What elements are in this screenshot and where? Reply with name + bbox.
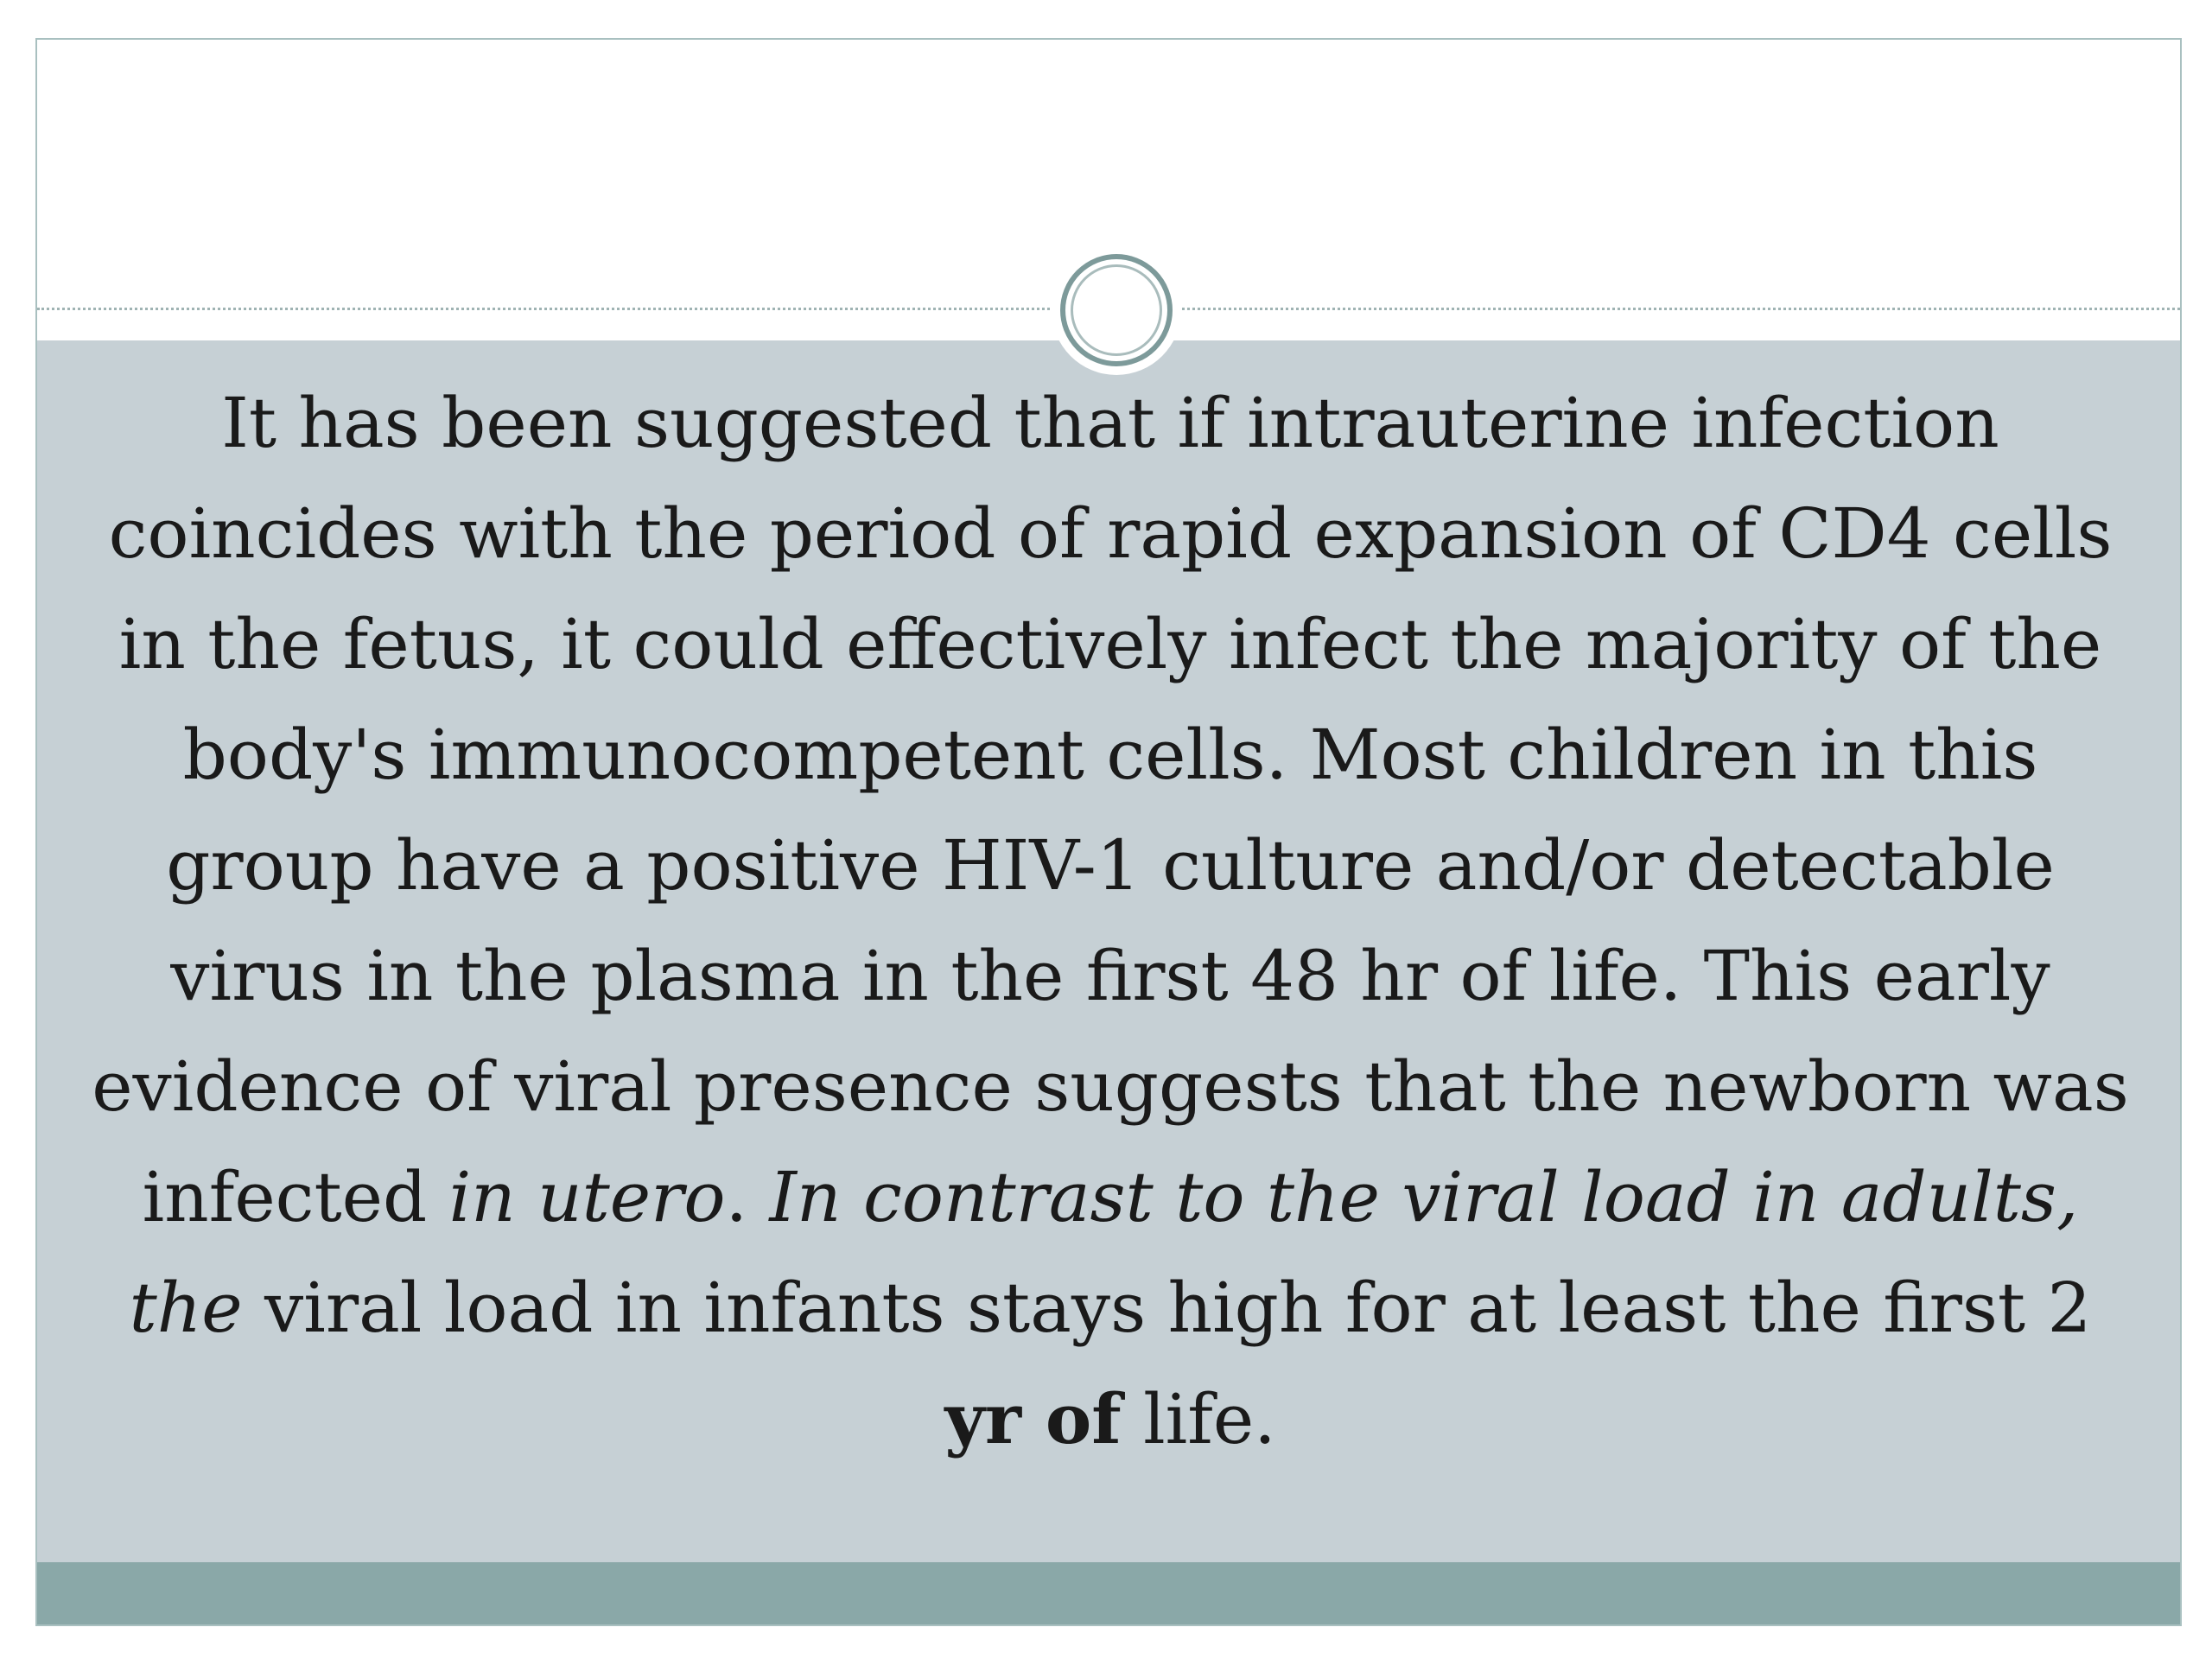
body-text-italic-in-utero: in utero (448, 1157, 726, 1237)
body-text-part4: life. (1121, 1379, 1276, 1459)
slide: It has been suggested that if intrauteri… (35, 38, 2182, 1626)
body-text-part3: viral load in infants stays high for at … (242, 1268, 2092, 1348)
body-text-italic-contrast: In contrast to the viral load in adults,… (129, 1157, 2079, 1348)
content-band (37, 340, 2180, 1562)
footer-band (37, 1562, 2180, 1624)
circle-ornament-icon (1060, 254, 1173, 366)
body-text-part2: . (725, 1157, 770, 1237)
slide-body-text: It has been suggested that if intrauteri… (89, 368, 2132, 1475)
body-text-bold-yr-of: yr of (944, 1378, 1122, 1459)
body-text-part1: It has been suggested that if intrauteri… (92, 383, 2129, 1237)
